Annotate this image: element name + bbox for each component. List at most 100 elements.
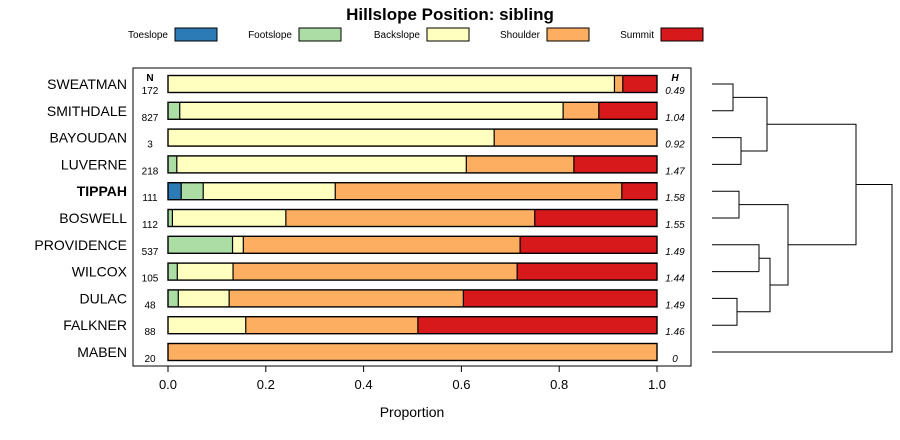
h-value: 1.04 [665, 113, 685, 124]
bar-outline [167, 128, 658, 147]
row-label: TIPPAH [77, 183, 127, 199]
bar-segment [168, 182, 182, 200]
bar-segment [232, 236, 244, 254]
n-value: 172 [142, 86, 159, 97]
dendrogram-branch [712, 137, 742, 165]
bar-segment [172, 209, 286, 227]
legend-swatch [174, 27, 218, 42]
h-value: 1.58 [665, 193, 685, 204]
legend-swatch [298, 27, 342, 42]
n-value: 88 [144, 327, 156, 338]
bar-segment [168, 75, 615, 93]
x-tick-label: 1.0 [648, 377, 666, 392]
legend-swatch [546, 27, 590, 42]
bar-segment [563, 102, 599, 120]
bar-segment [229, 289, 464, 307]
dendrogram-branch [712, 297, 738, 326]
bar-segment [245, 316, 418, 334]
bar-outline [167, 342, 658, 362]
dendrogram-branch [767, 123, 857, 246]
bar-segment [179, 102, 564, 120]
chart-title: Hillslope Position: sibling [346, 5, 554, 24]
dendrogram [712, 83, 893, 353]
bar-segment [463, 289, 657, 307]
bar-segment [177, 263, 234, 281]
bar-outline [167, 155, 658, 174]
row-label: MABEN [77, 344, 127, 360]
bar-outline [167, 208, 658, 228]
legend: Toeslope Footslope Backslope Shoulder Summit [128, 27, 704, 42]
bar-segment [233, 263, 518, 281]
dendrogram-branch [712, 244, 760, 272]
dendrogram-branch [712, 83, 734, 112]
row-label: FALKNER [63, 317, 127, 333]
bar-segment [168, 316, 246, 334]
bar-segment [176, 155, 467, 173]
bar-segment [203, 182, 336, 200]
bar-segment [285, 209, 535, 227]
bar-segment [466, 155, 574, 173]
n-value: 111 [142, 193, 158, 204]
bar-segment [517, 263, 657, 281]
legend-label: Toeslope [128, 30, 168, 41]
dendrogram-branch [712, 184, 893, 353]
bar-segment [417, 316, 657, 334]
x-axis: 0.0 0.2 0.4 0.6 0.8 1.0 [159, 366, 666, 392]
x-tick-label: 0.2 [257, 377, 275, 392]
bar-segment [598, 102, 657, 120]
dendrogram-branch [737, 257, 771, 313]
h-value: 1.49 [665, 300, 685, 311]
h-value: 1.44 [665, 274, 685, 285]
bar-segment [178, 289, 230, 307]
bar-outline [167, 235, 658, 255]
row-label: PROVIDENCE [34, 237, 127, 253]
bar-segment [168, 289, 179, 307]
x-tick-label: 0.6 [452, 377, 470, 392]
n-value: 218 [142, 166, 159, 177]
bar-segment [614, 75, 623, 93]
bar-segment [534, 209, 657, 227]
n-value: 105 [142, 274, 159, 285]
bar-segment [168, 263, 178, 281]
n-value: 827 [142, 113, 159, 124]
legend-label: Shoulder [500, 30, 541, 41]
h-value: 0.49 [665, 86, 685, 97]
n-value: 20 [144, 354, 156, 365]
bar-outline [167, 74, 658, 94]
x-tick-label: 0.8 [550, 377, 568, 392]
bar-segment [168, 236, 233, 254]
bar-outline [167, 316, 658, 335]
bar-segment [168, 343, 657, 361]
bar-outline [167, 289, 658, 308]
n-value: 537 [142, 247, 159, 258]
legend-label: Backslope [374, 30, 421, 41]
bar-segment [621, 182, 657, 200]
bar-segment [168, 129, 495, 147]
n-value: 3 [147, 140, 153, 151]
plot-frame [132, 67, 692, 367]
bar-segment [168, 209, 173, 227]
bar-rows: SWEATMAN 172 0.49 SMITHDALE 827 1.04 BAYOUDAN 3… [34, 74, 685, 365]
bar-outline [167, 101, 658, 121]
n-value: 48 [144, 300, 156, 311]
bar-segment [243, 236, 521, 254]
bar-segment [573, 155, 657, 173]
h-value: 1.46 [665, 327, 685, 338]
row-label: DULAC [80, 290, 127, 306]
x-tick-label: 0.0 [159, 377, 177, 392]
bar-segment [622, 75, 657, 93]
row-label: SWEATMAN [47, 76, 127, 92]
bar-segment [168, 102, 180, 120]
bar-segment [494, 129, 657, 147]
h-value: 1.55 [665, 220, 685, 231]
bar-segment [181, 182, 204, 200]
row-label: LUVERNE [61, 156, 127, 172]
row-label: BOSWELL [59, 210, 127, 226]
row-label: WILCOX [72, 264, 128, 280]
dendrogram-branch [733, 96, 768, 152]
h-value: 1.49 [665, 247, 685, 258]
h-value: 0.92 [665, 140, 685, 151]
n-column-header: N [146, 73, 153, 84]
legend-label: Summit [620, 30, 654, 41]
